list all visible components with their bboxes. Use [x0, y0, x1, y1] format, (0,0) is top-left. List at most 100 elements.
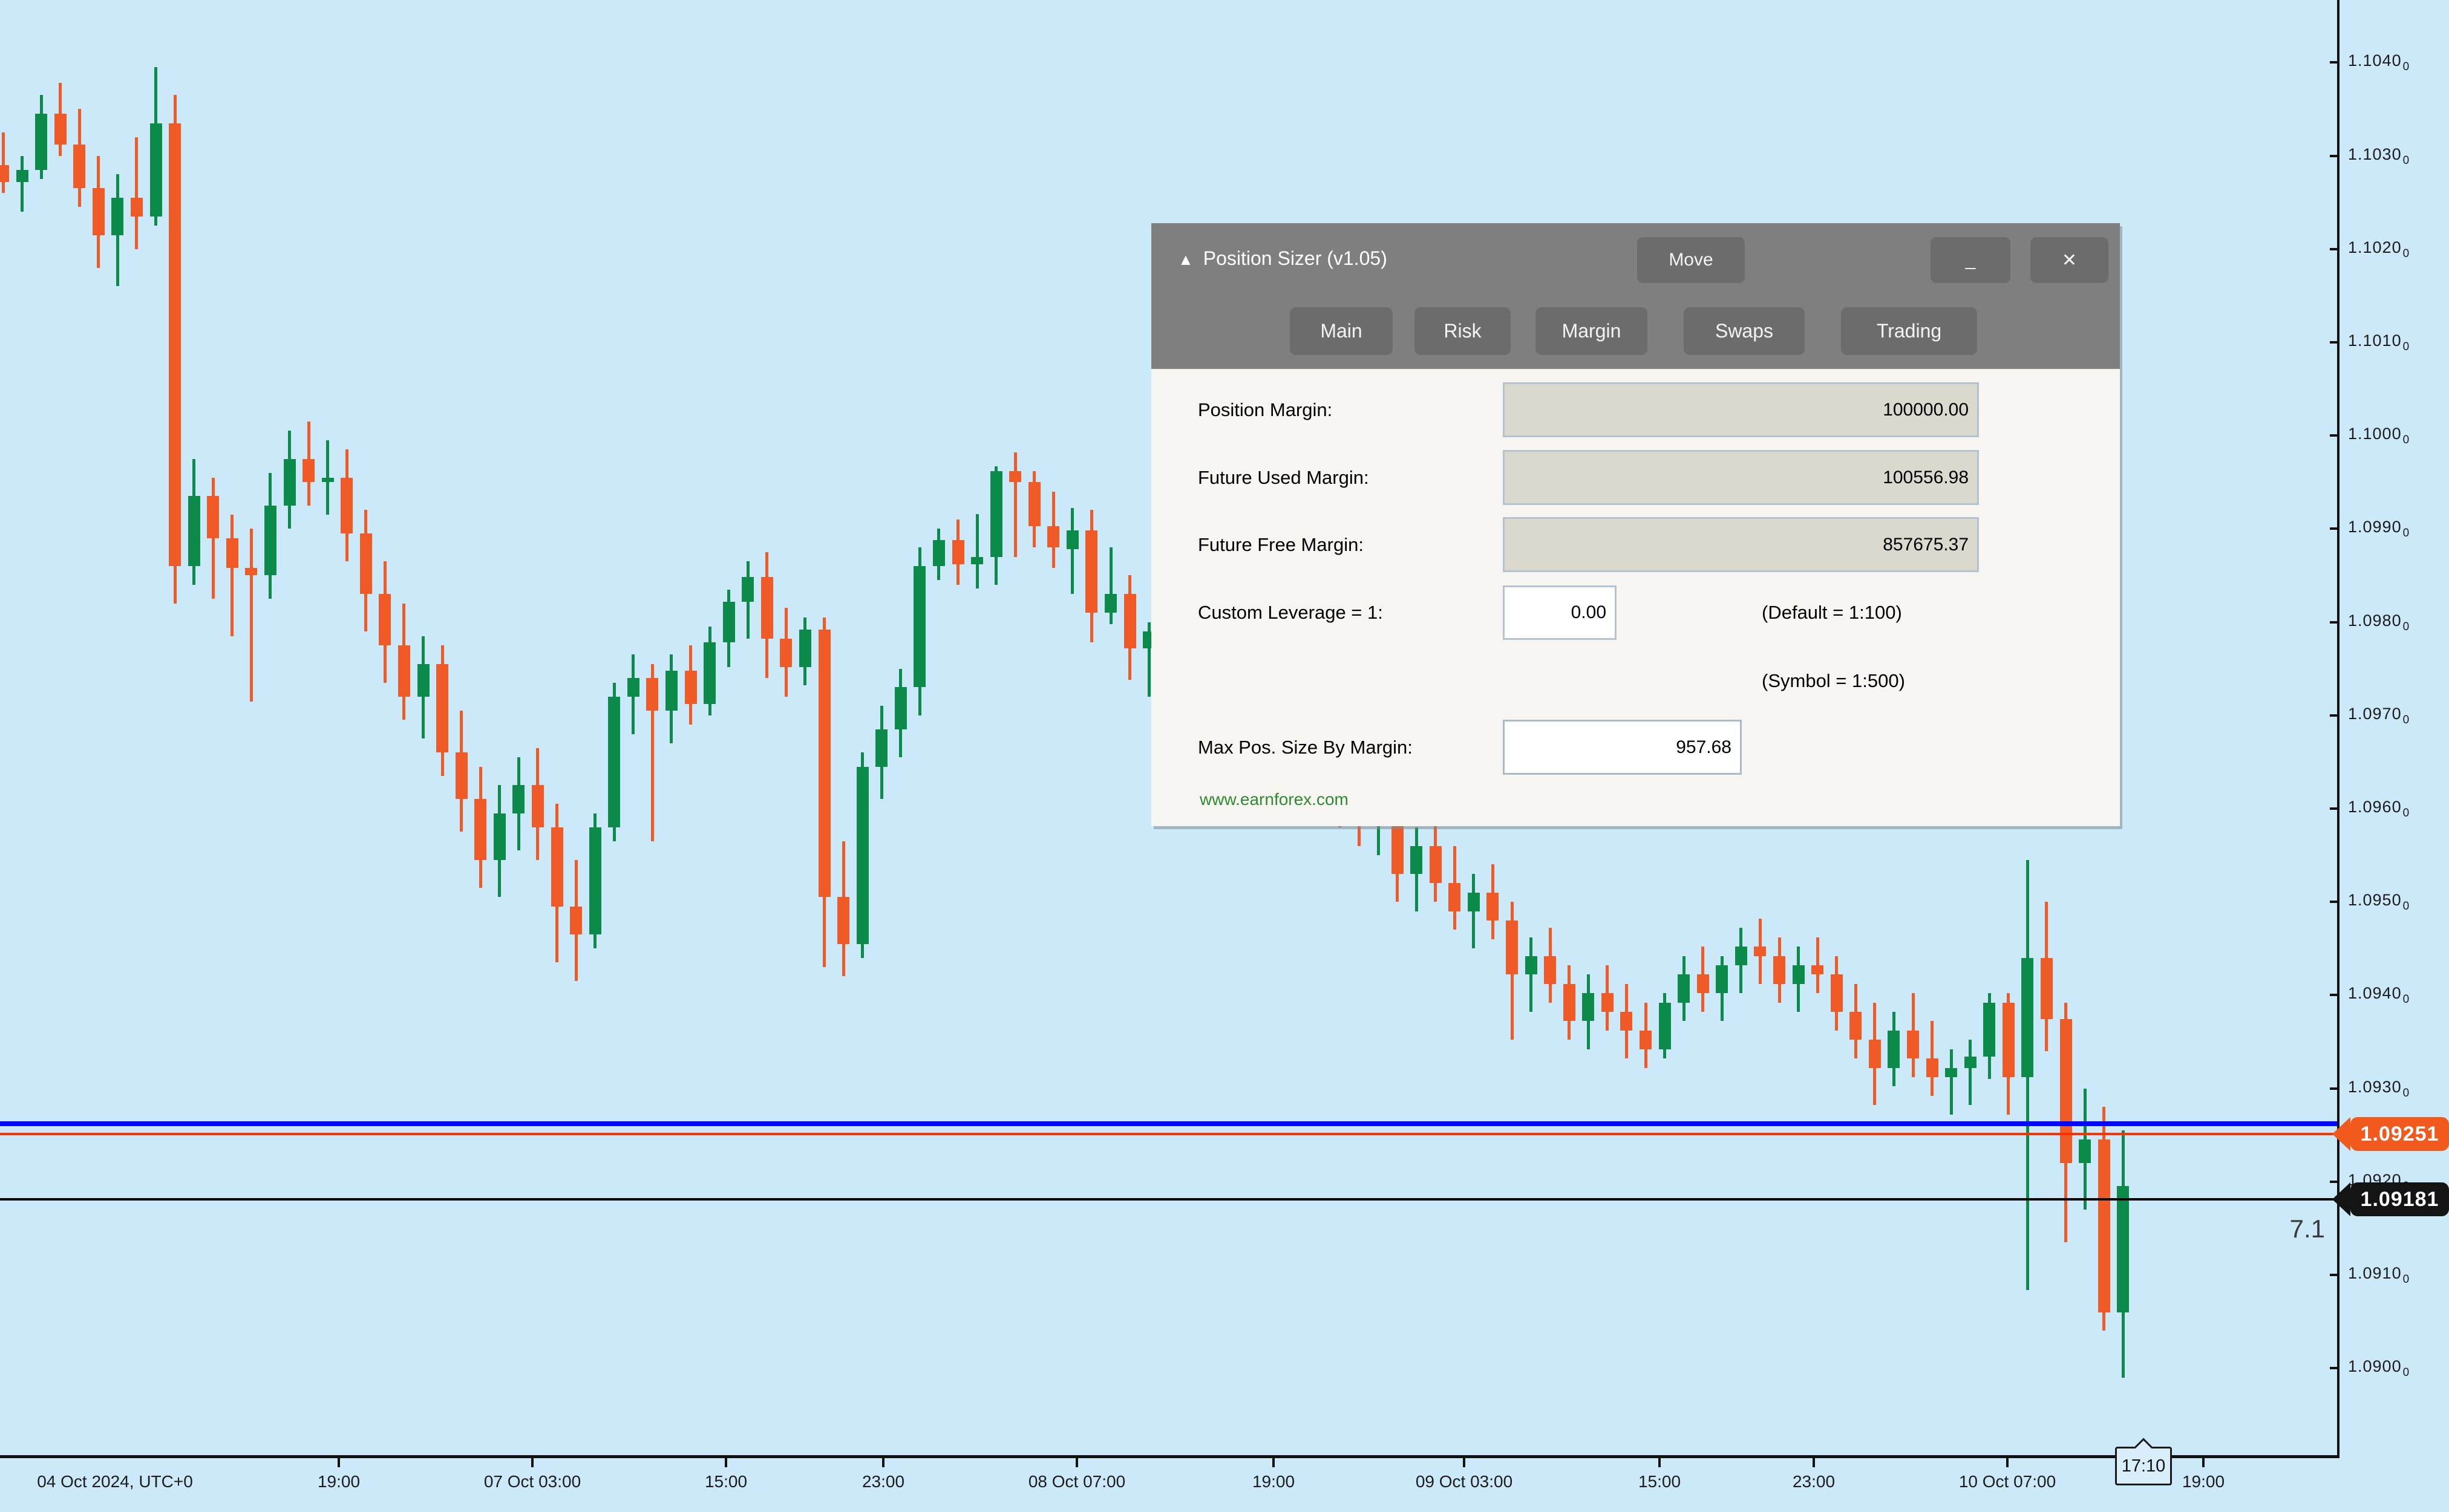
- price-axis-label: 1.1030 0: [2348, 145, 2410, 167]
- candle-body: [608, 697, 621, 827]
- time-axis-label: 07 Oct 03:00: [483, 1472, 581, 1491]
- future-free-margin-label: Future Free Margin:: [1198, 534, 1364, 555]
- price-axis-tick: [2330, 1181, 2337, 1183]
- time-axis-tick: [1272, 1458, 1275, 1467]
- horizontal-line-blue[interactable]: [0, 1121, 2337, 1126]
- candle-body: [359, 533, 372, 594]
- candle-body: [1640, 1031, 1652, 1049]
- candle-body: [914, 566, 926, 687]
- move-button[interactable]: Move: [1637, 237, 1745, 283]
- candle-body: [627, 678, 639, 697]
- price-axis-label: 1.1010 0: [2348, 331, 2410, 353]
- time-axis-label: 08 Oct 07:00: [1028, 1472, 1126, 1491]
- candle-body: [1678, 974, 1690, 1003]
- price-tag-bid: 1.09251: [2332, 1117, 2449, 1151]
- tag-price-text: 1.09251: [2350, 1117, 2449, 1151]
- candle-body: [1620, 1012, 1633, 1031]
- close-button[interactable]: ✕: [2030, 237, 2108, 283]
- price-axis-label: 1.0990 0: [2348, 518, 2410, 539]
- time-axis-label: 23:00: [1792, 1472, 1836, 1491]
- tab-main[interactable]: Main: [1290, 307, 1393, 355]
- position-margin-field[interactable]: [1503, 382, 1979, 437]
- candle-body: [1926, 1058, 1938, 1077]
- candle-body: [302, 459, 315, 482]
- panel-header: ▲ Position Sizer (v1.05) Move _ ✕ Main Ri…: [1151, 223, 2120, 369]
- tab-risk[interactable]: Risk: [1414, 307, 1511, 355]
- candle-body: [1964, 1057, 1977, 1068]
- candle-body: [1792, 965, 1805, 984]
- price-tag-level: 1.09181: [2332, 1182, 2449, 1216]
- candle-wick: [21, 156, 24, 212]
- candle-body: [1849, 1012, 1862, 1040]
- max-pos-size-field[interactable]: [1503, 720, 1742, 775]
- candle-wick: [1109, 547, 1113, 624]
- candle-wick: [1529, 937, 1533, 1012]
- candle-body: [875, 729, 888, 767]
- candle-body: [2117, 1186, 2130, 1312]
- candle-body: [1429, 846, 1442, 883]
- earnforex-link[interactable]: www.earnforex.com: [1200, 790, 1349, 809]
- price-axis-label: 1.0930 0: [2348, 1078, 2410, 1100]
- price-axis-tick: [2330, 901, 2337, 903]
- candle-body: [932, 540, 945, 566]
- candle-body: [207, 496, 220, 538]
- candle-body: [1525, 956, 1537, 974]
- candle-body: [493, 813, 506, 860]
- candle-body: [1888, 1031, 1900, 1068]
- panel-title-text: Position Sizer (v1.05): [1203, 247, 1387, 269]
- candle-body: [1467, 893, 1480, 911]
- minimize-button[interactable]: _: [1931, 237, 2010, 283]
- tab-margin[interactable]: Margin: [1535, 307, 1647, 355]
- time-axis-tick: [1658, 1458, 1661, 1467]
- tab-swaps[interactable]: Swaps: [1684, 307, 1805, 355]
- candle-body: [665, 671, 678, 711]
- candle-body: [321, 478, 334, 482]
- candle-body: [952, 540, 964, 564]
- candle-body: [16, 170, 28, 182]
- candle-wick: [135, 137, 139, 249]
- candle-body: [1009, 471, 1022, 482]
- price-axis-label: 1.0970 0: [2348, 705, 2410, 726]
- custom-leverage-field[interactable]: [1503, 585, 1617, 640]
- candle-wick: [1, 132, 5, 193]
- panel-body: Position Margin: Future Used Margin: Fut…: [1151, 369, 2120, 826]
- time-axis-label: 19:00: [1252, 1472, 1295, 1491]
- time-axis-label: 15:00: [704, 1472, 748, 1491]
- candle-body: [894, 687, 907, 729]
- price-axis-tick: [2330, 994, 2337, 996]
- candle-body: [1506, 921, 1519, 974]
- candle-wick: [211, 478, 215, 599]
- future-free-margin-field[interactable]: [1503, 517, 1979, 572]
- candle-body: [2059, 1019, 2072, 1163]
- price-axis-tick: [2330, 341, 2337, 344]
- tab-trading[interactable]: Trading: [1841, 307, 1977, 355]
- candle-body: [92, 188, 105, 235]
- future-used-margin-field[interactable]: [1503, 450, 1979, 505]
- time-axis-label: 10 Oct 07:00: [1958, 1472, 2056, 1491]
- time-axis-label: 15:00: [1638, 1472, 1681, 1491]
- time-axis-tick: [531, 1458, 534, 1467]
- horizontal-line-black[interactable]: [0, 1198, 2337, 1201]
- candle-body: [474, 799, 487, 860]
- max-pos-size-label: Max Pos. Size By Margin:: [1198, 737, 1413, 758]
- candle-body: [1945, 1068, 1958, 1077]
- candle-body: [2098, 1139, 2110, 1312]
- time-axis-label: 19:00: [2182, 1472, 2225, 1491]
- candle-body: [1907, 1031, 1919, 1058]
- candle-body: [2079, 1139, 2091, 1163]
- collapse-triangle-icon[interactable]: ▲: [1178, 250, 1194, 269]
- price-axis-label: 1.1040 0: [2348, 51, 2410, 73]
- candle-body: [149, 123, 162, 217]
- candle-wick: [650, 664, 654, 841]
- custom-leverage-label: Custom Leverage = 1:: [1198, 602, 1383, 623]
- candle-body: [1028, 482, 1041, 526]
- price-axis-label: 1.0980 0: [2348, 611, 2410, 633]
- default-leverage-note: (Default = 1:100): [1762, 602, 1902, 623]
- candle-wick: [1969, 1040, 1972, 1105]
- candle-body: [188, 496, 200, 566]
- time-axis-label: 04 Oct 2024, UTC+0: [37, 1472, 193, 1491]
- price-axis-tick: [2330, 807, 2337, 810]
- candle-body: [2002, 1003, 2015, 1077]
- candle-body: [73, 145, 86, 188]
- time-axis-tick: [1813, 1458, 1815, 1467]
